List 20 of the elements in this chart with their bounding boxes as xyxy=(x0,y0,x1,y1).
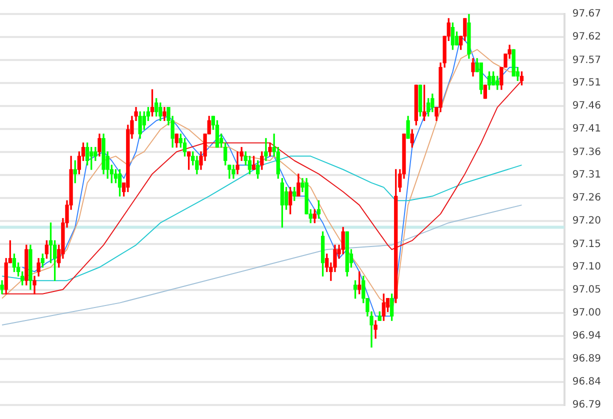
y-tick-label: 97.05 xyxy=(572,284,602,296)
y-tick-label: 97.20 xyxy=(572,216,602,227)
candlestick xyxy=(264,138,268,161)
y-tick-label: 97.36 xyxy=(572,146,602,158)
y-tick-label: 97.62 xyxy=(572,32,602,43)
y-tick-label: 97.46 xyxy=(572,100,602,112)
candlestick xyxy=(236,151,240,174)
y-tick-label: 97.31 xyxy=(572,169,602,180)
y-tick-label: 97.26 xyxy=(572,192,602,204)
y-tick-label: 96.89 xyxy=(572,353,602,364)
y-tick-label: 96.94 xyxy=(572,330,602,342)
y-tick-label: 97.57 xyxy=(572,54,602,66)
y-tick-label: 96.79 xyxy=(572,400,602,411)
y-tick-label: 96.84 xyxy=(572,376,602,388)
y-tick-label: 97.00 xyxy=(572,308,602,319)
y-tick-label: 97.15 xyxy=(572,238,602,250)
y-tick-label: 97.67 xyxy=(572,8,602,20)
y-tick-label: 97.51 xyxy=(572,77,602,88)
y-tick-label: 97.10 xyxy=(572,261,602,272)
y-tick-label: 97.41 xyxy=(572,124,602,135)
